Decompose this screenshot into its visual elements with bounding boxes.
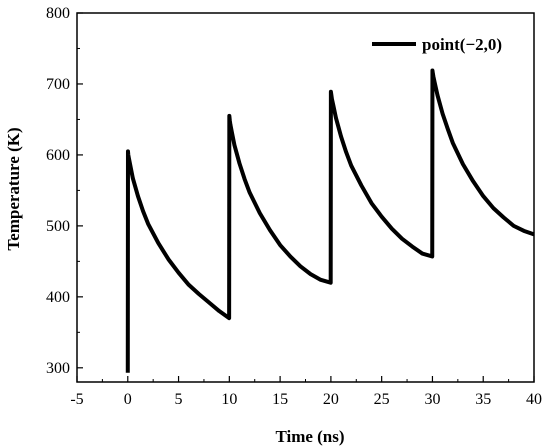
x-tick-label: 30: [424, 391, 440, 408]
y-tick-label: 800: [46, 5, 70, 22]
y-tick-label: 700: [46, 76, 70, 93]
legend: point(−2,0): [372, 35, 502, 54]
y-tick-label: 500: [46, 218, 70, 235]
y-tick-label: 600: [46, 147, 70, 164]
x-tick-label: 10: [221, 391, 237, 408]
x-tick-label: 15: [272, 391, 288, 408]
legend-label: point(−2,0): [422, 35, 502, 54]
y-tick-label: 300: [46, 360, 70, 377]
x-tick-label: 40: [526, 391, 542, 408]
y-tick-label: 400: [46, 289, 70, 306]
y-axis-title: Temperature (K): [4, 127, 23, 250]
x-tick-label: 20: [323, 391, 339, 408]
x-axis-title: Time (ns): [275, 427, 344, 446]
x-tick-label: 35: [475, 391, 491, 408]
x-tick-label: 25: [374, 391, 390, 408]
x-tick-label: 0: [124, 391, 132, 408]
plot-frame: [76, 12, 535, 383]
ticks-layer: -5 0 5 10 15 20 25 30 35 40 300 400 500 600 700 800: [46, 5, 542, 408]
series-layer: [125, 68, 535, 373]
x-tick-label: -5: [70, 391, 83, 408]
x-tick-label: 5: [175, 391, 183, 408]
series-line: [125, 68, 535, 373]
